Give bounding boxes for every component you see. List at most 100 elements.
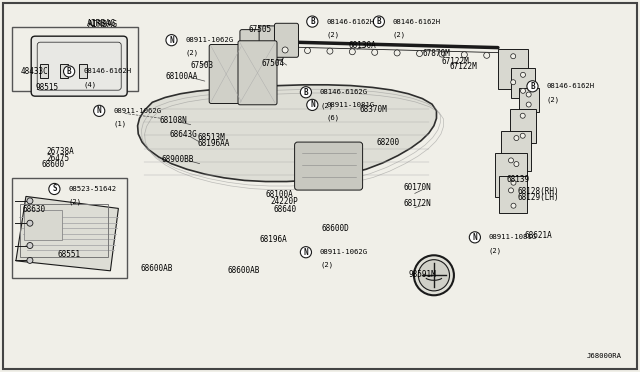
Polygon shape: [16, 196, 118, 271]
Text: 68630: 68630: [22, 205, 45, 214]
Text: 68621A: 68621A: [525, 231, 552, 240]
Text: 68600AB: 68600AB: [141, 264, 173, 273]
Circle shape: [166, 35, 177, 46]
Text: 68200: 68200: [376, 138, 399, 147]
Text: 68643G: 68643G: [170, 130, 197, 139]
Circle shape: [511, 203, 516, 208]
Circle shape: [305, 48, 310, 54]
FancyBboxPatch shape: [518, 87, 539, 112]
Text: (2): (2): [320, 102, 333, 109]
Text: 60170N: 60170N: [403, 183, 431, 192]
Text: (2): (2): [547, 96, 560, 103]
Circle shape: [514, 135, 519, 141]
Circle shape: [520, 88, 525, 93]
Text: B: B: [67, 67, 72, 76]
FancyBboxPatch shape: [501, 131, 531, 171]
Text: 68196AA: 68196AA: [197, 139, 230, 148]
Text: 08523-51642: 08523-51642: [68, 186, 116, 192]
Text: (2): (2): [393, 31, 406, 38]
Circle shape: [373, 16, 385, 27]
Circle shape: [414, 255, 454, 295]
Polygon shape: [138, 85, 436, 182]
Circle shape: [514, 161, 519, 167]
Text: N: N: [169, 36, 174, 45]
Circle shape: [372, 49, 378, 55]
Text: 68130A: 68130A: [349, 41, 376, 50]
Circle shape: [509, 188, 513, 193]
Text: 26475: 26475: [46, 154, 69, 163]
Text: AIRBAG: AIRBAG: [86, 19, 116, 28]
Text: 68900BB: 68900BB: [161, 155, 194, 164]
Circle shape: [27, 257, 33, 263]
Text: 68129(LH): 68129(LH): [517, 193, 559, 202]
Text: 67122M: 67122M: [449, 62, 477, 71]
Text: B: B: [310, 17, 315, 26]
Bar: [40, 64, 47, 78]
Text: 68128(RH): 68128(RH): [517, 187, 559, 196]
Circle shape: [307, 99, 318, 110]
Text: (1): (1): [113, 121, 127, 127]
Circle shape: [327, 48, 333, 54]
Text: (2): (2): [326, 31, 340, 38]
FancyBboxPatch shape: [259, 26, 283, 60]
Text: 67870M: 67870M: [422, 49, 450, 58]
Text: B: B: [376, 17, 381, 26]
Circle shape: [526, 102, 531, 107]
Text: 48433C: 48433C: [20, 67, 48, 76]
Text: 68640: 68640: [274, 205, 297, 214]
Circle shape: [419, 260, 449, 291]
Text: 68196A: 68196A: [259, 235, 287, 244]
FancyBboxPatch shape: [499, 176, 527, 213]
Circle shape: [300, 247, 312, 258]
Circle shape: [509, 158, 513, 163]
Text: S: S: [52, 185, 57, 193]
Circle shape: [27, 243, 33, 248]
Text: B: B: [303, 88, 308, 97]
Text: 08911-1062G: 08911-1062G: [113, 108, 161, 114]
Text: 67505: 67505: [248, 25, 271, 34]
Text: 26738A: 26738A: [46, 147, 74, 156]
FancyBboxPatch shape: [509, 109, 536, 143]
Circle shape: [300, 87, 312, 98]
Text: AIRBAG: AIRBAG: [88, 20, 118, 29]
Bar: [79, 64, 87, 78]
Text: B: B: [530, 82, 535, 91]
Bar: [60, 64, 68, 78]
Text: 68600D: 68600D: [321, 224, 349, 233]
Circle shape: [282, 47, 288, 53]
Text: 08911-1062G: 08911-1062G: [186, 37, 234, 43]
Circle shape: [520, 113, 525, 118]
Text: N: N: [310, 100, 315, 109]
FancyBboxPatch shape: [240, 30, 264, 64]
Circle shape: [511, 180, 516, 185]
Circle shape: [49, 183, 60, 195]
Text: 08146-6162H: 08146-6162H: [83, 68, 131, 74]
Text: (4): (4): [83, 81, 97, 88]
Text: 08146-6162G: 08146-6162G: [320, 89, 368, 95]
Text: 67122M: 67122M: [442, 57, 469, 66]
Text: (6): (6): [326, 115, 340, 121]
Circle shape: [511, 54, 516, 59]
Text: 08911-1081G: 08911-1081G: [489, 234, 537, 240]
Circle shape: [511, 80, 516, 85]
Circle shape: [520, 133, 525, 138]
Text: N: N: [472, 233, 477, 242]
Circle shape: [307, 16, 318, 27]
Text: 68172N: 68172N: [403, 199, 431, 208]
Circle shape: [526, 92, 531, 97]
Text: 68600: 68600: [42, 160, 65, 169]
Circle shape: [469, 232, 481, 243]
Circle shape: [439, 51, 445, 57]
Text: N: N: [303, 248, 308, 257]
Circle shape: [93, 105, 105, 116]
Circle shape: [394, 50, 400, 56]
Text: (2): (2): [68, 199, 82, 205]
Text: 68139: 68139: [507, 175, 530, 184]
FancyBboxPatch shape: [209, 45, 243, 103]
Text: 68513M: 68513M: [197, 133, 225, 142]
FancyBboxPatch shape: [294, 142, 363, 190]
FancyBboxPatch shape: [275, 23, 298, 57]
FancyBboxPatch shape: [511, 68, 535, 98]
Text: 68370M: 68370M: [360, 105, 387, 114]
Text: (2): (2): [320, 262, 333, 269]
